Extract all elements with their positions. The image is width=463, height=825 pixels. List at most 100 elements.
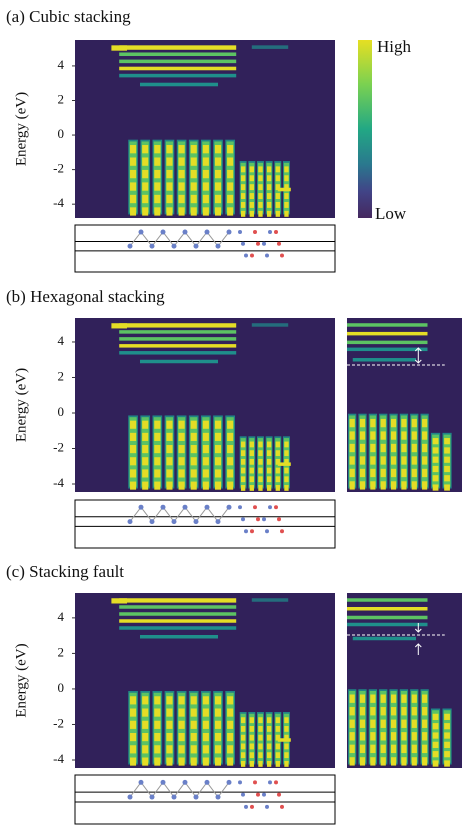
heatmap-cell: [240, 467, 246, 474]
atom: [182, 229, 188, 235]
heatmap-cell: [166, 145, 173, 154]
heatmap-cell: [119, 59, 237, 64]
heatmap-cell: [249, 752, 254, 759]
heatmap-cell: [359, 418, 366, 428]
atom: [274, 505, 278, 510]
heatmap-cell: [370, 719, 376, 728]
heatmap-cell: [178, 457, 185, 466]
heatmap-cell: [347, 347, 428, 352]
heatmap-cell: [119, 330, 237, 334]
heatmap-cell: [258, 761, 263, 767]
heatmap-cell: [142, 445, 149, 454]
heatmap-cell: [411, 744, 417, 754]
arrow: [414, 643, 422, 655]
heatmap-cell: [370, 418, 376, 428]
heatmap-cell: [178, 720, 185, 729]
heatmap-cell: [214, 182, 222, 191]
atom: [256, 517, 260, 522]
heatmap-cell: [249, 193, 254, 200]
heatmap-cell: [166, 469, 173, 478]
atom: [265, 253, 269, 258]
heatmap-cell: [119, 52, 237, 57]
heatmap-cell: [130, 457, 137, 466]
heatmap-cell: [249, 717, 254, 724]
atom: [262, 517, 266, 522]
heatmap-cell: [154, 445, 161, 454]
y-tick-label: 0: [58, 126, 65, 141]
heatmap-cell: [370, 732, 376, 741]
heatmap-cell: [275, 726, 280, 732]
heatmap-cell: [190, 420, 197, 429]
heatmap-cell: [390, 744, 397, 754]
heatmap-cell: [240, 743, 246, 750]
heatmap-cell: [422, 744, 428, 754]
heatmap-cell: [258, 175, 263, 182]
heatmap-cell: [142, 145, 149, 154]
heatmap-cell: [411, 694, 417, 703]
heatmap-cell: [214, 420, 222, 429]
heatmap-cell: [240, 734, 246, 741]
heatmap-cell: [240, 441, 246, 448]
structure-box: [74, 774, 336, 825]
heatmap-cell: [370, 443, 376, 453]
heatmap-cell: [444, 456, 450, 463]
heatmap-cell: [432, 751, 439, 758]
heatmap-cell: [432, 465, 439, 473]
arrow: [414, 623, 422, 633]
heatmap-cell: [166, 708, 173, 717]
heatmap-cell: [240, 726, 246, 732]
atom: [138, 229, 144, 235]
heatmap-cell: [227, 169, 234, 179]
heatmap-cell: [130, 182, 137, 191]
heatmap-cell: [258, 734, 263, 741]
heatmap-cell: [266, 743, 272, 750]
atom: [204, 504, 210, 510]
heatmap-cell: [240, 201, 246, 208]
heatmap-cell: [284, 193, 289, 200]
heatmap-cell: [190, 708, 197, 717]
heatmap-cell: [178, 481, 185, 490]
atom: [171, 243, 177, 249]
heatmap-cell: [359, 732, 366, 741]
heatmap-cell: [190, 469, 197, 478]
heatmap-cell: [154, 207, 161, 216]
heatmap-cell: [240, 717, 246, 724]
atom: [171, 519, 177, 525]
heatmap-cell: [227, 182, 234, 191]
heatmap-cell: [178, 432, 185, 441]
heatmap-cell: [380, 744, 386, 754]
heatmap-cell: [202, 432, 209, 441]
heatmap-cell: [227, 207, 234, 216]
heatmap-cell: [119, 612, 237, 616]
heatmap-cell: [130, 169, 137, 179]
heatmap-cell: [249, 761, 254, 767]
atom: [171, 794, 177, 800]
heatmap-cell: [214, 445, 222, 454]
atom: [253, 780, 257, 785]
atom: [277, 241, 281, 246]
heatmap-cell: [258, 201, 263, 208]
atom: [241, 241, 245, 246]
heatmap-cell: [154, 157, 161, 166]
colorbar: [358, 40, 372, 218]
heatmap-cell: [444, 760, 450, 767]
heatmap-cell: [349, 757, 355, 766]
heatmap-cell: [249, 726, 254, 732]
heatmap-cell: [140, 359, 218, 364]
heatmap-cell: [178, 169, 185, 179]
atom: [182, 504, 188, 510]
heatmap-cell: [411, 468, 417, 478]
heatmap-cell: [258, 458, 263, 465]
atom: [250, 804, 254, 809]
heatmap-cell: [275, 184, 280, 191]
heatmap-cell: [154, 708, 161, 717]
heatmap-cell: [258, 476, 263, 483]
heatmap-cell: [390, 468, 397, 478]
heatmap-cell: [422, 757, 428, 766]
heatmap-cell: [166, 420, 173, 429]
heatmap-cell: [275, 734, 280, 741]
y-tick-label: -2: [53, 715, 64, 730]
heatmap-cell: [202, 169, 209, 179]
heatmap-cell: [154, 169, 161, 179]
heatmap-cell: [178, 757, 185, 766]
